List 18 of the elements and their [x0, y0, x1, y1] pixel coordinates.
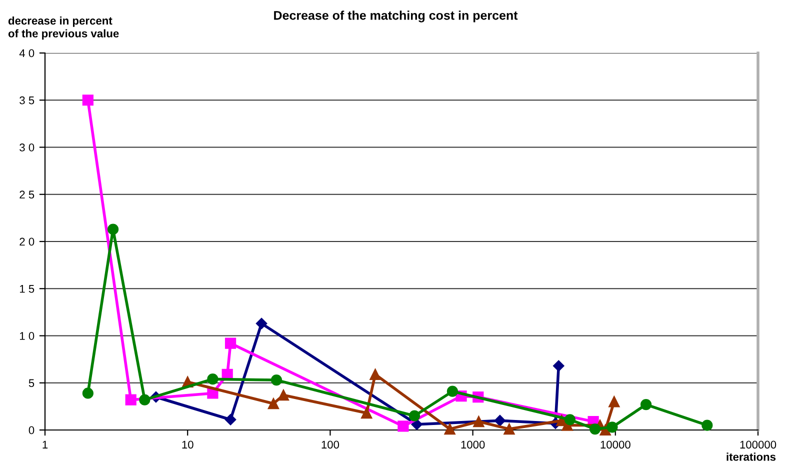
- y-tick-label: 1 0: [20, 332, 34, 340]
- chart-title: Decrease of the matching cost in percent: [274, 10, 518, 22]
- x-tick-label: 1000: [461, 440, 485, 449]
- y-tick-label: 1 5: [20, 285, 34, 293]
- y-tick-label: 2 0: [20, 238, 34, 246]
- y-tick-label: 2 5: [20, 190, 34, 199]
- x-axis-title: iterations: [726, 452, 776, 461]
- y-axis-title: decrease in percent of the previous value: [8, 16, 119, 40]
- x-tick-label: 100000: [740, 440, 776, 449]
- x-tick-label: 100: [322, 440, 340, 449]
- x-tick-label: 10: [182, 440, 194, 449]
- x-tick-label: 1: [42, 440, 48, 448]
- x-tick-label: 10000: [600, 440, 630, 449]
- y-tick-label: 3 0: [20, 144, 34, 152]
- y-tick-label: 4 0: [19, 49, 34, 58]
- y-tick-label: 3 5: [20, 96, 34, 104]
- y-tick-label: 0: [28, 426, 34, 434]
- y-tick-label: 5: [28, 379, 34, 388]
